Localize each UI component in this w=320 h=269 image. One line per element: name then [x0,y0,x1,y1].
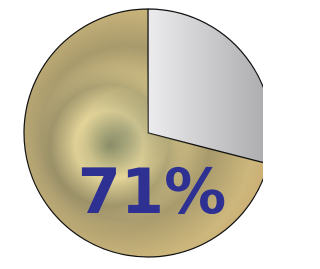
value-label: 71% [78,155,226,228]
chart: 71% [0,0,263,269]
page: 71% (() => { const data = JSON.parse(doc… [0,0,320,269]
